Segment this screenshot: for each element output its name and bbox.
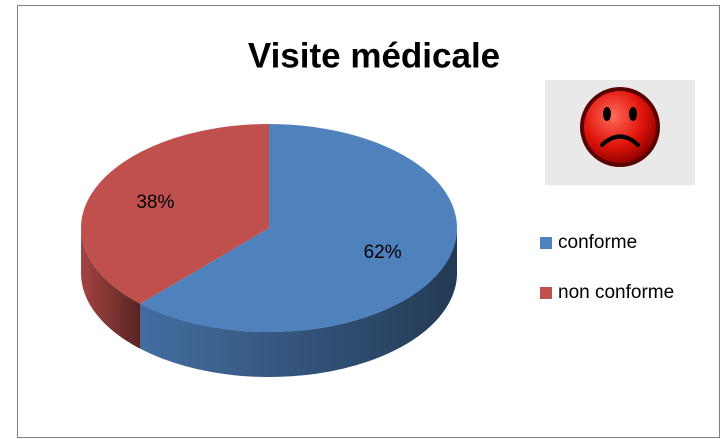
data-label: 62%	[364, 242, 402, 263]
slice	[140, 124, 458, 332]
slice-side-shade	[140, 228, 457, 377]
legend: conforme non conforme	[540, 232, 674, 303]
slice	[81, 124, 269, 304]
legend-swatch	[540, 287, 552, 299]
slice-side-shade	[81, 228, 141, 349]
legend-swatch	[540, 237, 552, 249]
pie: 62% 38%	[81, 124, 458, 377]
legend-label: non conforme	[558, 282, 674, 303]
chart-title: Visite médicale	[248, 36, 500, 75]
sad-face-icon	[545, 80, 695, 185]
data-label: 38%	[136, 192, 174, 213]
legend-label: conforme	[558, 232, 637, 253]
